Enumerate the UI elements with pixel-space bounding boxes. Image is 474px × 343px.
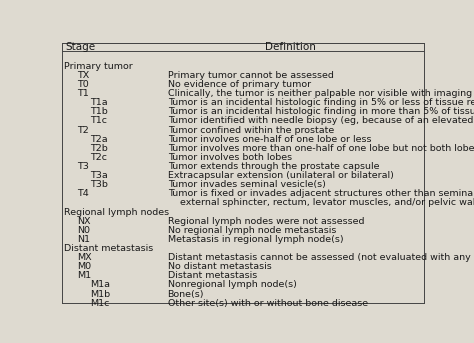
Text: M0: M0 (77, 262, 91, 271)
Text: T3: T3 (77, 162, 89, 171)
Text: No distant metastasis: No distant metastasis (168, 262, 272, 271)
Text: Tumor involves more than one-half of one lobe but not both lobes: Tumor involves more than one-half of one… (168, 144, 474, 153)
Text: Regional lymph nodes: Regional lymph nodes (64, 208, 169, 216)
Text: Nonregional lymph node(s): Nonregional lymph node(s) (168, 281, 297, 289)
Text: T1: T1 (77, 89, 89, 98)
Text: No regional lymph node metastasis: No regional lymph node metastasis (168, 226, 336, 235)
Text: T2b: T2b (91, 144, 108, 153)
Text: Tumor invades seminal vesicle(s): Tumor invades seminal vesicle(s) (168, 180, 326, 189)
Text: Tumor is fixed or invades adjacent structures other than seminal vesicles: bladd: Tumor is fixed or invades adjacent struc… (168, 189, 474, 198)
Text: N1: N1 (77, 235, 90, 244)
Text: Distant metastasis: Distant metastasis (64, 244, 153, 253)
Text: T3b: T3b (91, 180, 109, 189)
Text: T0: T0 (77, 80, 89, 89)
Text: Regional lymph nodes were not assessed: Regional lymph nodes were not assessed (168, 217, 364, 226)
Text: M1a: M1a (91, 281, 110, 289)
Text: TX: TX (77, 71, 89, 80)
Text: Tumor identified with needle biopsy (eg, because of an elevated PSA level): Tumor identified with needle biopsy (eg,… (168, 116, 474, 126)
Text: NX: NX (77, 217, 91, 226)
Text: T1a: T1a (91, 98, 108, 107)
Text: T2c: T2c (91, 153, 108, 162)
Text: M1b: M1b (91, 289, 110, 298)
Text: T3a: T3a (91, 171, 108, 180)
Text: Tumor is an incidental histologic finding in more than 5% of tissue resected: Tumor is an incidental histologic findin… (168, 107, 474, 116)
Text: T2: T2 (77, 126, 89, 134)
Text: Extracapsular extension (unilateral or bilateral): Extracapsular extension (unilateral or b… (168, 171, 393, 180)
Text: Primary tumor cannot be assessed: Primary tumor cannot be assessed (168, 71, 334, 80)
Text: Primary tumor: Primary tumor (64, 62, 132, 71)
Text: T4: T4 (77, 189, 89, 198)
Text: Clinically, the tumor is neither palpable nor visible with imaging: Clinically, the tumor is neither palpabl… (168, 89, 472, 98)
Text: T2a: T2a (91, 135, 108, 144)
Text: M1: M1 (77, 271, 91, 280)
Text: Tumor extends through the prostate capsule: Tumor extends through the prostate capsu… (168, 162, 379, 171)
Text: Metastasis in regional lymph node(s): Metastasis in regional lymph node(s) (168, 235, 343, 244)
Text: Bone(s): Bone(s) (168, 289, 204, 298)
Text: external sphincter, rectum, levator muscles, and/or pelvic wall: external sphincter, rectum, levator musc… (181, 199, 474, 208)
Text: Tumor confined within the prostate: Tumor confined within the prostate (168, 126, 334, 134)
Text: Stage: Stage (65, 42, 96, 52)
Text: N0: N0 (77, 226, 90, 235)
Text: Tumor is an incidental histologic finding in 5% or less of tissue resected: Tumor is an incidental histologic findin… (168, 98, 474, 107)
Text: Distant metastasis: Distant metastasis (168, 271, 257, 280)
Text: Tumor involves both lobes: Tumor involves both lobes (168, 153, 292, 162)
Text: Tumor involves one-half of one lobe or less: Tumor involves one-half of one lobe or l… (168, 135, 371, 144)
Text: MX: MX (77, 253, 91, 262)
Text: T1b: T1b (91, 107, 108, 116)
Text: Definition: Definition (265, 42, 316, 52)
Text: M1c: M1c (91, 299, 110, 308)
Text: Other site(s) with or without bone disease: Other site(s) with or without bone disea… (168, 299, 368, 308)
Text: T1c: T1c (91, 116, 108, 126)
Text: Distant metastasis cannot be assessed (not evaluated with any modality): Distant metastasis cannot be assessed (n… (168, 253, 474, 262)
Text: No evidence of primary tumor: No evidence of primary tumor (168, 80, 311, 89)
